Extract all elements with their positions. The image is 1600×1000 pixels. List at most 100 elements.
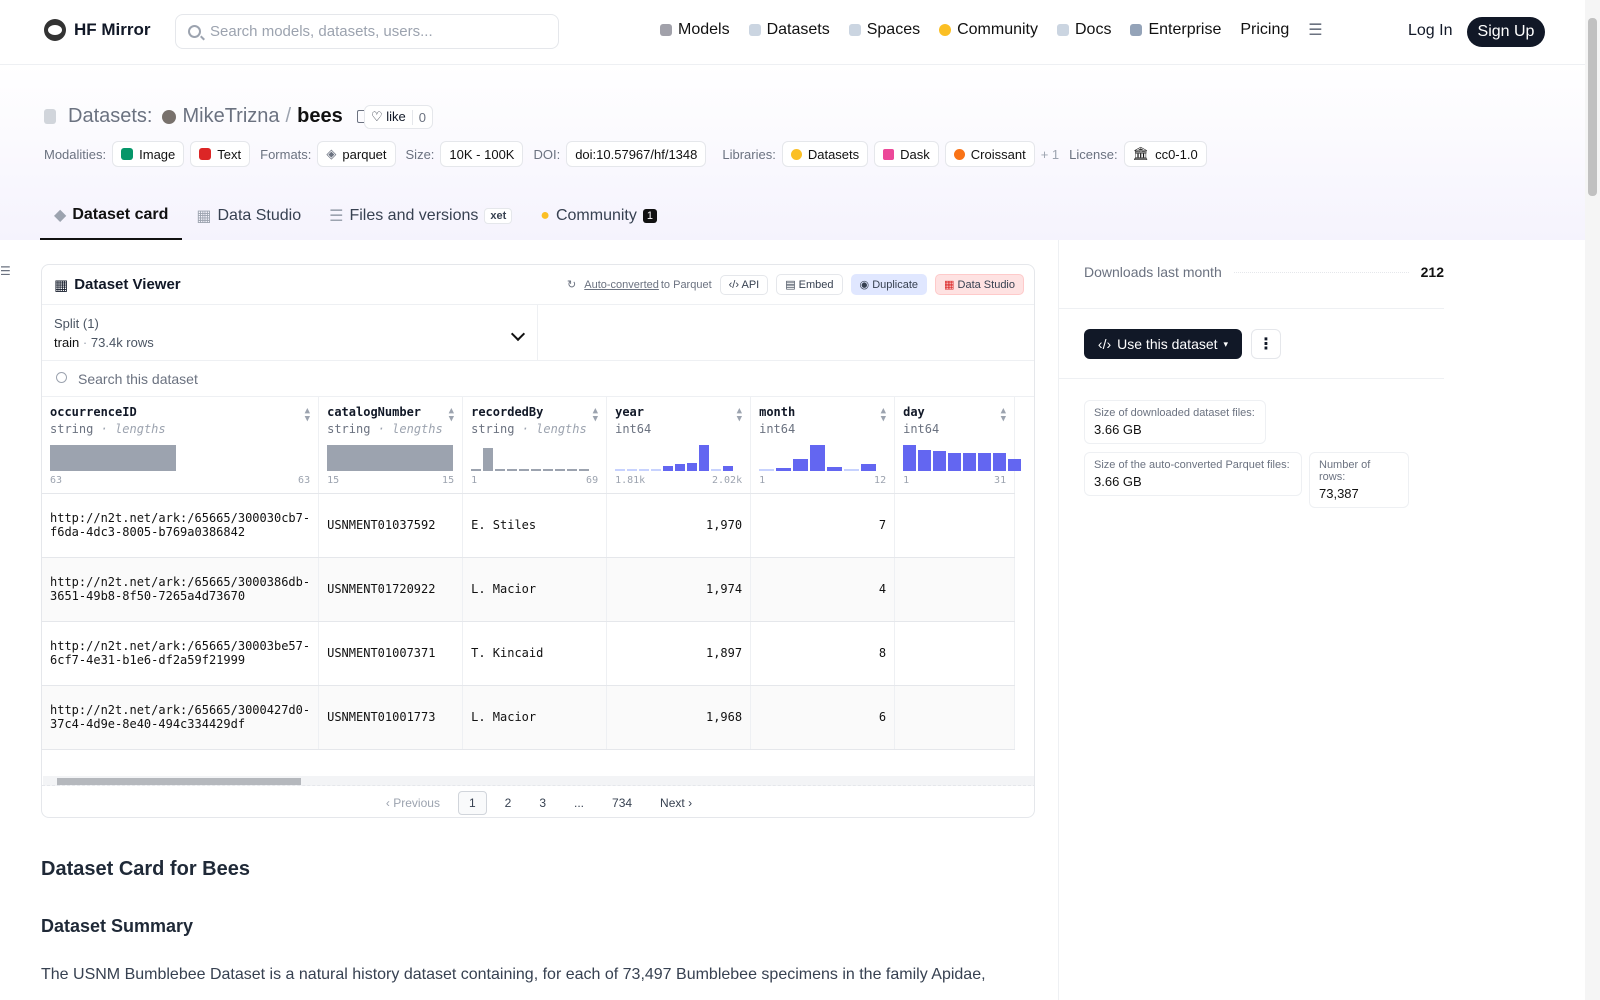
more-libraries[interactable]: + 1 <box>1040 146 1060 162</box>
page-2[interactable]: 2 <box>504 795 512 810</box>
histogram-bar[interactable] <box>615 469 626 471</box>
histogram-bar[interactable] <box>948 453 962 471</box>
table-cell[interactable]: USNMENT01007371 <box>318 621 464 686</box>
histogram-bar[interactable] <box>555 469 566 471</box>
histogram-bar[interactable] <box>567 469 578 471</box>
nav-models[interactable]: Models <box>660 20 730 40</box>
histogram-bar[interactable] <box>627 469 638 471</box>
nav-spaces[interactable]: Spaces <box>848 20 920 40</box>
histogram-bar[interactable] <box>531 469 542 471</box>
embed-button[interactable]: ▤ Embed <box>776 274 843 295</box>
tab-files[interactable]: ☰ Files and versions xet <box>315 191 526 240</box>
table-row[interactable]: http://n2t.net/ark:/65665/30003be57-6cf7… <box>42 621 1016 686</box>
histogram-bar[interactable] <box>993 453 1007 471</box>
breadcrumb-user[interactable]: MikeTrizna <box>182 105 280 127</box>
api-button[interactable]: ‹/› API <box>719 274 769 295</box>
table-cell[interactable]: 6 <box>750 685 896 750</box>
table-cell[interactable]: E. Stiles <box>462 493 608 558</box>
breadcrumb-section[interactable]: Datasets: <box>68 105 153 127</box>
split-selector[interactable]: Split (1) train · 73.4k rows <box>42 305 1034 361</box>
sort-icon[interactable]: ▲ ▼ <box>304 406 311 424</box>
sort-icon[interactable]: ▲ ▼ <box>1000 406 1007 424</box>
column-header-month[interactable]: month int64 ▲ ▼ 1 12 <box>750 397 896 494</box>
tab-dataset-card[interactable]: ◆ Dataset card <box>40 191 183 240</box>
table-cell[interactable]: 1,974 <box>606 557 752 622</box>
table-row[interactable]: http://n2t.net/ark:/65665/3000427d0-37c4… <box>42 685 1016 750</box>
tag-image[interactable]: Image <box>112 141 185 167</box>
histogram-bar[interactable] <box>471 469 482 471</box>
table-cell[interactable]: T. Kincaid <box>462 621 608 686</box>
toc-toggle-icon[interactable]: ☰ <box>0 264 11 278</box>
column-header-day[interactable]: day int64 ▲ ▼ 1 31 <box>894 397 1022 494</box>
tag-size[interactable]: 10K - 100K <box>440 141 524 167</box>
table-cell[interactable]: 1,897 <box>606 621 752 686</box>
sort-icon[interactable]: ▲ ▼ <box>880 406 887 424</box>
histogram-bar[interactable] <box>759 469 775 471</box>
more-options-icon[interactable]: ⋮ <box>1251 329 1281 359</box>
histogram-bar[interactable] <box>903 445 917 471</box>
table-cell[interactable]: USNMENT01001773 <box>318 685 464 750</box>
histogram-bar[interactable] <box>711 469 722 471</box>
sort-icon[interactable]: ▲ ▼ <box>736 406 743 424</box>
histogram-bar[interactable] <box>50 445 176 471</box>
table-cell[interactable]: 4 <box>750 557 896 622</box>
histogram-bar[interactable] <box>793 459 809 471</box>
data-studio-button[interactable]: ▦ Data Studio <box>935 274 1024 295</box>
sort-icon[interactable]: ▲ ▼ <box>448 406 455 424</box>
nav-pricing[interactable]: Pricing <box>1240 21 1290 38</box>
table-cell[interactable] <box>894 493 1016 558</box>
histogram-bar[interactable] <box>933 451 947 471</box>
tag-license[interactable]: 🏛 cc0-1.0 <box>1123 141 1207 167</box>
page-3[interactable]: 3 <box>539 795 546 810</box>
nav-enterprise[interactable]: Enterprise <box>1130 20 1221 40</box>
table-cell[interactable]: http://n2t.net/ark:/65665/3000386db-3651… <box>42 557 320 622</box>
histogram-bar[interactable] <box>810 445 826 471</box>
tag-dask[interactable]: Dask <box>874 141 939 167</box>
page-scrollbar[interactable] <box>1585 0 1600 1000</box>
next-page-button[interactable]: Next › <box>660 795 693 810</box>
tag-croissant[interactable]: Croissant <box>944 141 1035 167</box>
table-cell[interactable]: http://n2t.net/ark:/65665/300030cb7-f6da… <box>42 493 320 558</box>
page-scroll-thumb[interactable] <box>1588 18 1597 196</box>
column-header-year[interactable]: year int64 ▲ ▼ 1.81k 2.02k <box>606 397 752 494</box>
column-header-occurrenceID[interactable]: occurrenceID string · lengths ▲ ▼ 63 63 <box>42 397 320 494</box>
table-cell[interactable]: USNMENT01037592 <box>318 493 464 558</box>
histogram-bar[interactable] <box>507 469 518 471</box>
more-menu-icon[interactable]: ☰ <box>1308 22 1323 39</box>
table-cell[interactable] <box>894 685 1016 750</box>
page-1[interactable]: 1 <box>457 790 487 815</box>
table-cell[interactable]: L. Macior <box>462 557 608 622</box>
column-header-recordedBy[interactable]: recordedBy string · lengths ▲ ▼ 1 69 <box>462 397 608 494</box>
dataset-search-input[interactable]: Search this dataset <box>42 361 1034 397</box>
histogram-bar[interactable] <box>579 469 590 471</box>
nav-community[interactable]: Community <box>939 20 1038 40</box>
table-cell[interactable] <box>894 621 1016 686</box>
histogram-bar[interactable] <box>699 445 710 471</box>
column-header-catalogNumber[interactable]: catalogNumber string · lengths ▲ ▼ 15 15 <box>318 397 464 494</box>
histogram-bar[interactable] <box>861 464 877 471</box>
table-horizontal-scrollbar[interactable] <box>43 776 1034 786</box>
tag-parquet[interactable]: ◈ parquet <box>317 141 396 167</box>
histogram-bar[interactable] <box>495 469 506 471</box>
table-cell[interactable]: 7 <box>750 493 896 558</box>
table-row[interactable]: http://n2t.net/ark:/65665/3000386db-3651… <box>42 557 1016 622</box>
tag-text[interactable]: Text <box>190 141 251 167</box>
table-cell[interactable]: 1,968 <box>606 685 752 750</box>
table-cell[interactable] <box>894 557 1016 622</box>
use-dataset-button[interactable]: ‹/› Use this dataset ▾ <box>1084 329 1242 359</box>
scroll-thumb[interactable] <box>57 778 301 785</box>
histogram-bar[interactable] <box>519 469 530 471</box>
histogram-bar[interactable] <box>1008 459 1022 471</box>
sort-icon[interactable]: ▲ ▼ <box>592 406 599 424</box>
histogram-bar[interactable] <box>651 469 662 471</box>
global-search-input[interactable]: Search models, datasets, users... <box>175 14 559 49</box>
histogram-bar[interactable] <box>687 463 698 471</box>
histogram-bar[interactable] <box>639 469 650 471</box>
histogram-bar[interactable] <box>483 448 494 471</box>
signup-button[interactable]: Sign Up <box>1467 17 1545 47</box>
brand-logo[interactable]: HF Mirror <box>44 19 151 41</box>
table-cell[interactable]: L. Macior <box>462 685 608 750</box>
histogram-bar[interactable] <box>844 469 860 471</box>
histogram-bar[interactable] <box>827 467 843 471</box>
auto-converted-link[interactable]: Auto-converted <box>584 278 659 291</box>
